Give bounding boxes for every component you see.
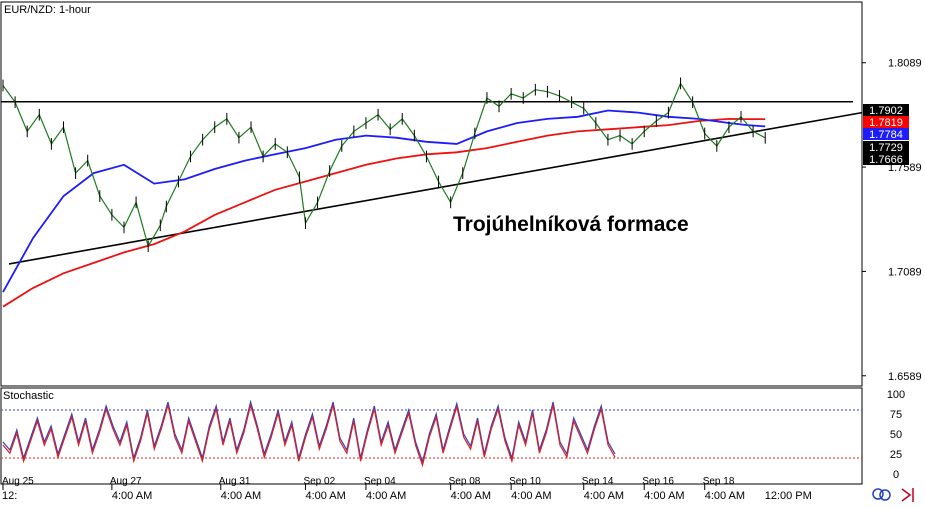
link-icon[interactable] [872, 488, 891, 501]
price-tick-label: 1.7089 [888, 266, 922, 278]
time-label: 12: [2, 490, 17, 502]
stochastic-tick-label: 100 [887, 389, 905, 401]
date-label: Sep 18 [703, 476, 735, 487]
price-label: 1.7784 [869, 129, 903, 141]
time-label: 4:00 AM [221, 490, 261, 502]
support-trendline [8, 111, 863, 265]
stochastic-tick-label: 25 [890, 449, 902, 461]
scroll-right-icon[interactable] [901, 488, 914, 502]
time-label: 4:00 AM [366, 490, 406, 502]
date-label: Sep 04 [364, 476, 396, 487]
time-label: 4:00 AM [511, 490, 551, 502]
time-label: 4:00 AM [644, 490, 684, 502]
pattern-annotation: Trojúhelníková formace [453, 213, 689, 236]
price-label-box [863, 141, 909, 153]
time-label: 4:00 AM [584, 490, 624, 502]
date-label: Sep 16 [642, 476, 674, 487]
date-label: Aug 27 [110, 476, 142, 487]
date-label: Aug 25 [2, 476, 34, 487]
price-label-box [863, 128, 909, 140]
price-label-box [863, 153, 909, 165]
date-label: Aug 31 [219, 476, 251, 487]
main-panel-frame [0, 1, 863, 387]
time-label: 4:00 AM [451, 490, 491, 502]
stochastic-k-line [2, 399, 616, 465]
price-label: 1.7819 [869, 117, 903, 129]
time-label: 12:00 PM [765, 490, 812, 502]
price-tick-label: 1.6589 [888, 371, 922, 383]
price-label-box [863, 104, 909, 116]
price-label: 1.7902 [869, 105, 903, 117]
time-label: 4:00 AM [305, 490, 345, 502]
date-label: Sep 02 [303, 476, 335, 487]
time-label: 4:00 AM [705, 490, 745, 502]
date-label: Sep 14 [582, 476, 614, 487]
time-label: 4:00 AM [112, 490, 152, 502]
price-label: 1.7729 [869, 142, 903, 154]
stochastic-tick-label: 50 [890, 429, 902, 441]
price-label-box [863, 116, 909, 128]
price-tick-label: 1.7589 [888, 162, 922, 174]
stochastic-tick-label: 0 [893, 469, 899, 481]
ema-red-line [2, 117, 766, 308]
chart-title: EUR/NZD: 1-hour [4, 4, 91, 16]
price-label: 1.7666 [869, 154, 903, 166]
date-label: Sep 08 [449, 476, 481, 487]
stochastic-label: Stochastic [3, 390, 54, 402]
price-tick-label: 1.8089 [888, 58, 922, 70]
stochastic-tick-label: 75 [890, 409, 902, 421]
ema-blue-line [2, 109, 766, 293]
stochastic-panel-frame [0, 387, 863, 485]
stochastic-d-line [2, 402, 616, 468]
date-label: Sep 10 [509, 476, 541, 487]
